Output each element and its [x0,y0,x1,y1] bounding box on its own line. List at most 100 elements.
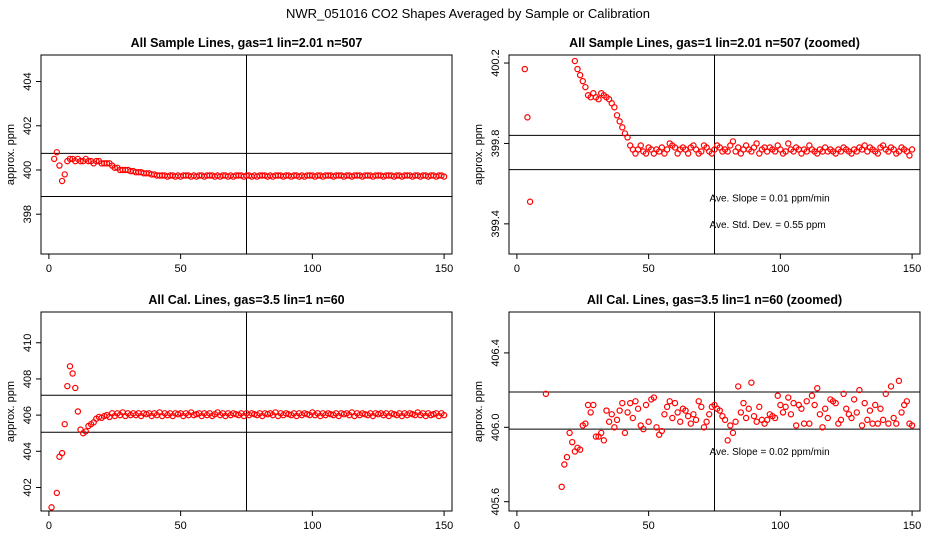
data-point [816,411,824,418]
data-point [684,412,692,420]
data-point [890,414,897,422]
data-point [571,57,579,65]
data-point [864,416,871,424]
data-point [853,409,860,416]
data-point [653,424,660,431]
data-point [856,386,863,394]
data-point [782,148,789,155]
data-point [637,142,644,149]
chart-panel-1: All Sample Lines, gas=1 lin=2.01 n=507 0 5… [5,36,453,275]
data-point [587,409,594,416]
data-point [521,65,529,73]
data-point [763,416,771,424]
data-point [624,409,631,416]
data-point [58,177,66,185]
data-point [729,429,737,437]
data-point [703,418,710,425]
data-point [590,401,597,409]
data-point [542,390,550,398]
chart-panel-4: All Cal. Lines, gas=3.5 lin=1 n=60 (zoom… [473,293,921,532]
y-tick-label: 402 [22,117,34,135]
y-tick-label: 410 [22,334,34,352]
data-point [64,382,71,390]
data-point [611,104,618,111]
data-point [698,403,705,411]
data-point [642,401,650,409]
data-point [440,411,448,419]
y-tick-label: 398 [22,205,34,223]
data-point [611,424,618,431]
data-points [542,377,916,491]
data-point [779,409,787,416]
x-tick-label: 0 [46,263,52,275]
data-point [640,425,647,433]
data-point [642,150,650,157]
x-tick-label: 50 [643,520,655,532]
data-point [727,422,734,429]
data-point [898,409,905,416]
data-point [858,422,866,429]
data-point [634,405,642,412]
data-points [521,57,916,205]
x-tick-label: 100 [303,520,321,532]
data-point [632,398,639,405]
figure-title: NWR_051016 CO2 Shapes Averaged by Sample… [286,6,650,21]
data-point [745,405,752,412]
data-point [645,418,652,425]
data-point [803,398,810,405]
data-point [774,392,781,399]
data-point [724,148,731,155]
data-point [742,414,750,422]
data-point [861,399,868,407]
data-point [790,399,797,407]
data-point [753,418,760,425]
data-point [819,424,826,431]
data-point [619,124,626,131]
data-point [624,134,631,141]
y-tick-label: 400.2 [490,49,502,77]
data-point [616,118,623,125]
data-point [874,420,882,427]
data-point [621,429,629,437]
x-tick-label: 50 [175,520,187,532]
data-point [843,405,850,412]
data-point [785,394,792,401]
x-tick-label: 150 [435,263,453,275]
data-point [74,408,82,415]
data-point [608,411,615,418]
data-point [85,157,92,165]
data-point [906,152,913,159]
data-point [882,390,889,398]
data-point [50,155,58,163]
x-tick-label: 50 [643,263,655,275]
data-point [869,420,876,427]
data-point [792,422,800,429]
data-point [613,112,621,119]
data-point [48,504,55,511]
data-point [785,140,792,147]
data-point [669,414,676,422]
data-point [771,148,779,155]
data-point [72,384,79,392]
data-point [677,418,684,425]
data-point [650,394,658,401]
data-point [800,420,808,427]
y-axis-label: approx. ppm [5,381,17,442]
x-tick-label: 0 [514,263,520,275]
data-point [582,83,589,91]
data-point [750,412,758,420]
data-point [595,96,602,103]
data-point [837,416,845,424]
chart-panel-2: All Sample Lines, gas=1 lin=2.01 n=507 (… [473,36,921,275]
data-point [561,461,568,468]
data-point [111,164,118,171]
data-point [716,407,723,414]
data-point [740,399,747,407]
data-point [877,405,884,412]
data-point [53,489,61,497]
data-point [658,427,666,435]
data-point [524,114,531,121]
y-axis-label: approx. ppm [473,124,485,185]
data-point [574,65,581,73]
data-point [690,411,697,418]
